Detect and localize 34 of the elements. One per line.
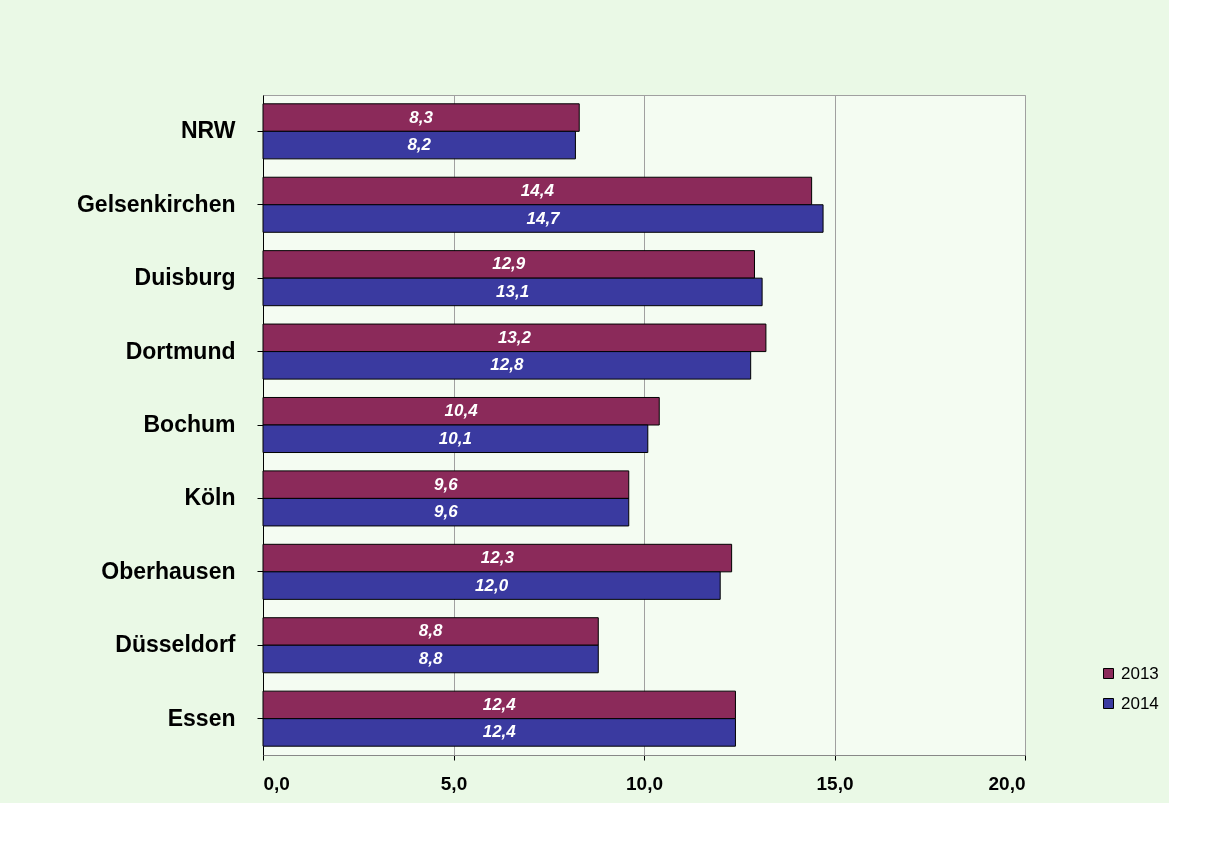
legend-label: 2013	[1121, 663, 1159, 683]
y-tick-label: Düsseldorf	[115, 631, 236, 658]
data-label: 14,4	[520, 180, 555, 200]
y-tick-label: Essen	[167, 704, 236, 731]
legend-label: 2014	[1121, 693, 1159, 713]
y-tick-label: Oberhausen	[101, 557, 236, 584]
data-label: 8,2	[407, 135, 432, 155]
y-tick-label: Köln	[184, 484, 236, 511]
data-label: 12,4	[482, 694, 517, 714]
x-tick-label: 15,0	[816, 772, 854, 794]
y-tick-label: Dortmund	[125, 337, 236, 364]
data-label: 12,3	[480, 548, 515, 568]
y-tick-label: Gelsenkirchen	[76, 190, 236, 217]
data-label: 12,8	[490, 355, 524, 375]
data-label: 9,6	[434, 474, 459, 494]
x-tick-label: 10,0	[626, 772, 663, 794]
data-label: 10,4	[444, 401, 479, 421]
data-label: 13,2	[497, 327, 532, 347]
y-tick-label: Duisburg	[134, 264, 236, 291]
data-label: 12,0	[475, 575, 509, 595]
data-label: 10,1	[438, 428, 472, 448]
y-tick-label: NRW	[180, 117, 236, 144]
data-label: 13,1	[496, 281, 530, 301]
x-tick-label: 0,0	[263, 772, 290, 794]
data-label: 8,3	[409, 107, 434, 127]
x-tick-label: 20,0	[988, 772, 1026, 794]
data-label: 12,4	[482, 722, 517, 742]
data-label: 8,8	[418, 649, 443, 669]
data-label: 8,8	[418, 621, 443, 641]
data-label: 9,6	[434, 502, 459, 522]
data-label: 14,7	[526, 208, 562, 228]
y-tick-label: Bochum	[143, 411, 236, 437]
data-label: 12,9	[492, 254, 526, 274]
x-tick-label: 5,0	[440, 772, 468, 794]
